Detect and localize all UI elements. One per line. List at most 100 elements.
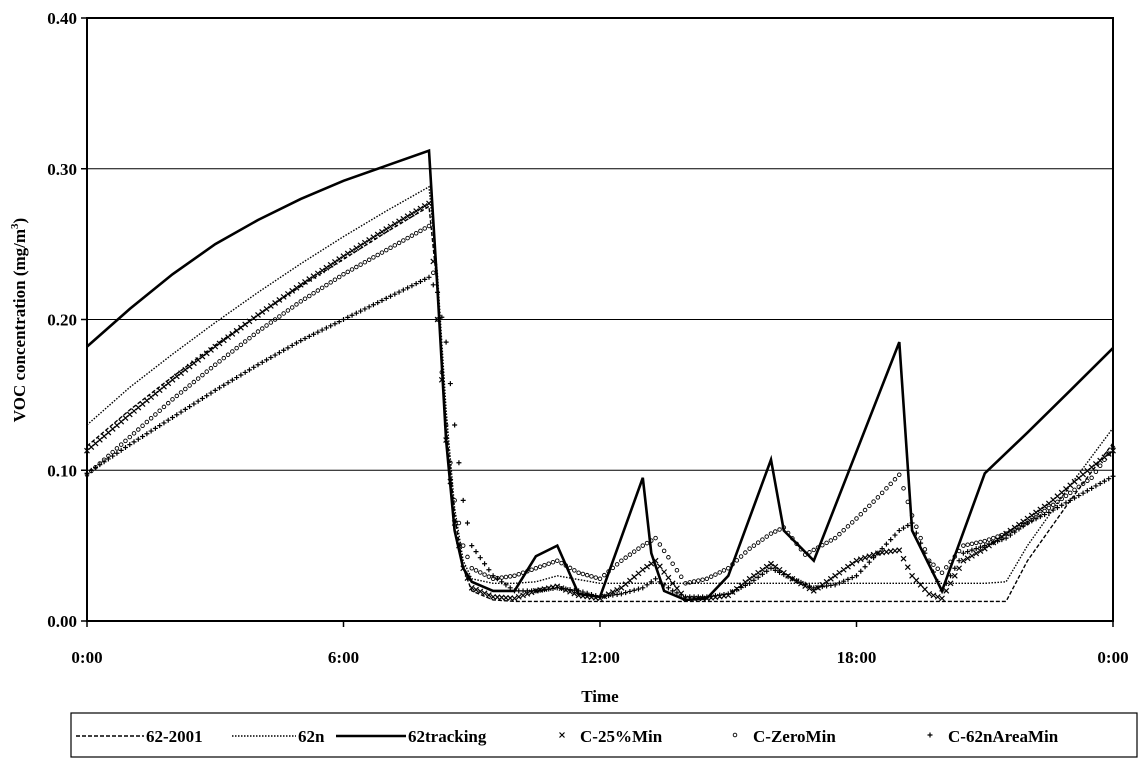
series-layer (84, 148, 1116, 603)
series-point (832, 535, 838, 541)
series-point (1106, 476, 1112, 482)
series-point (255, 329, 261, 334)
series-point (952, 565, 958, 571)
series-point (285, 308, 291, 313)
series-point (597, 594, 603, 600)
series-point (324, 282, 329, 288)
series-point (396, 218, 402, 225)
series-point (314, 270, 321, 277)
series-point (823, 578, 830, 585)
series-point (892, 532, 898, 538)
series-point (977, 548, 984, 554)
series-point (777, 569, 783, 575)
series-point (614, 591, 620, 597)
series-point (140, 433, 146, 439)
series-point (896, 547, 903, 554)
series-point (934, 593, 941, 600)
series-point (362, 306, 368, 312)
series-point (871, 499, 876, 504)
series-point (469, 565, 475, 571)
series-point (127, 442, 133, 448)
series-point (212, 362, 218, 367)
series-point (866, 559, 872, 565)
series-point (900, 555, 907, 562)
series-point (434, 316, 441, 323)
series-point (691, 594, 697, 600)
series-point (674, 567, 680, 573)
series-point (576, 588, 582, 594)
series-point (943, 580, 949, 586)
series-point (768, 565, 774, 571)
series-point (195, 376, 201, 381)
series-point (361, 239, 368, 246)
series-point (1097, 463, 1103, 468)
series-point (512, 588, 517, 594)
series-point (183, 386, 188, 392)
series-point (1028, 512, 1035, 519)
series-point (845, 576, 851, 582)
series-point (921, 586, 928, 593)
series-point (426, 274, 432, 280)
series-point (956, 558, 962, 564)
series-point (482, 572, 487, 577)
series-point (418, 228, 423, 234)
series-point (1076, 484, 1082, 490)
legend-label: 62-2001 (146, 727, 203, 746)
series-point (516, 588, 522, 594)
series-point (956, 548, 962, 554)
series-point (349, 267, 355, 272)
series-point (187, 383, 192, 388)
series-point (114, 446, 120, 451)
series-point (687, 594, 693, 600)
series-point (1050, 507, 1056, 513)
series-point (811, 585, 817, 591)
y-tick-label: 0.40 (47, 9, 77, 28)
y-tick-label: 0.10 (47, 461, 77, 480)
series-point (280, 293, 287, 300)
series-point (204, 369, 209, 374)
series-point (597, 576, 603, 582)
series-point (225, 352, 231, 358)
series-point (191, 401, 197, 407)
series-point (657, 542, 663, 547)
series-point (999, 537, 1005, 543)
series-point (328, 323, 334, 329)
series-point (563, 586, 569, 592)
series-point (897, 472, 902, 478)
series-point (879, 490, 885, 496)
series-point (191, 379, 197, 385)
series-point (516, 572, 522, 577)
series-point (220, 337, 227, 344)
series-point (999, 532, 1005, 538)
series-point (435, 317, 440, 322)
series-point (717, 570, 722, 575)
series-point (995, 534, 1000, 539)
series-point (456, 460, 462, 466)
series-point (289, 305, 295, 310)
series-point (426, 200, 432, 207)
series-point (969, 541, 975, 547)
series-point (836, 580, 842, 586)
series-point (614, 562, 620, 567)
series-point (276, 350, 282, 356)
series-62-2001 (86, 205, 1114, 603)
series-point (435, 289, 441, 295)
series-point (644, 540, 650, 546)
series-point (114, 450, 120, 456)
series-point (815, 584, 821, 590)
series-point (238, 372, 244, 378)
series-point (606, 569, 611, 574)
series-point (836, 569, 843, 576)
series-point (200, 372, 205, 378)
series-point (734, 558, 740, 563)
series-point (627, 552, 633, 557)
series-point (563, 563, 569, 568)
series-point (229, 377, 235, 383)
series-point (388, 293, 394, 299)
series-point (422, 226, 427, 231)
series-point (306, 333, 312, 339)
series-point (302, 335, 308, 341)
series-point (1046, 509, 1052, 515)
series-point (443, 422, 449, 428)
series-point (216, 340, 223, 347)
